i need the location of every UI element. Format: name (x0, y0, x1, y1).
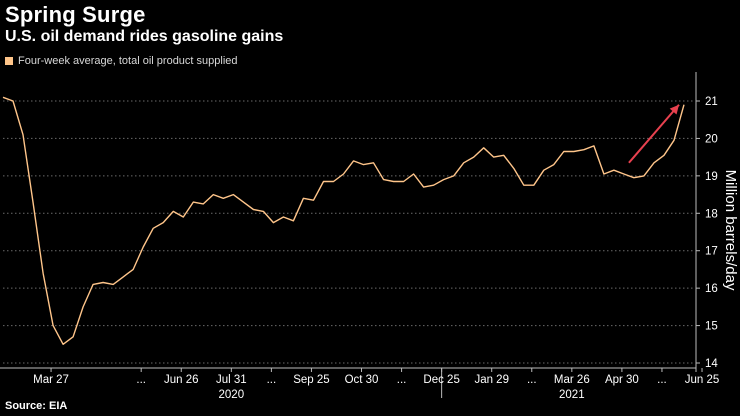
y-tick-label: 19 (705, 171, 718, 183)
x-tick-label: Jul 31 (216, 374, 247, 386)
year-label: 2020 (219, 389, 245, 401)
x-tick-label: ... (527, 374, 537, 386)
x-tick-label: ... (267, 374, 277, 386)
legend-label: Four-week average, total oil product sup… (18, 55, 238, 67)
y-tick-labels: 14 15 16 17 18 19 20 21 (705, 96, 718, 370)
x-tick-label: Jan 29 (474, 374, 509, 386)
y-axis-label: Million barrels/day (722, 170, 739, 291)
x-tick-label: Oct 30 (345, 374, 379, 386)
x-tick-label: ... (657, 374, 667, 386)
axes (0, 72, 700, 398)
x-tick-label: Sep 25 (293, 374, 329, 386)
x-tick-label: Mar 27 (33, 374, 69, 386)
x-tick-label: ... (397, 374, 407, 386)
legend: Four-week average, total oil product sup… (5, 55, 238, 67)
annotation-layer (628, 104, 680, 164)
x-tick-label: Jun 26 (164, 374, 199, 386)
y-tick-label: 21 (705, 96, 718, 108)
y-tick-label: 20 (705, 133, 718, 145)
y-tick-label: 16 (705, 283, 718, 295)
source-note: Source: EIA (5, 400, 68, 412)
y-tick-label: 18 (705, 208, 718, 220)
y-tick-label: 14 (705, 358, 718, 370)
y-tick-label: 17 (705, 246, 718, 258)
grid-lines (3, 100, 694, 364)
series-line (2, 96, 685, 345)
x-tick-label: Jun 25 (685, 374, 720, 386)
chart-title: Spring Surge (5, 2, 146, 27)
x-tick-label: Apr 30 (605, 374, 639, 386)
y-tick-label: 15 (705, 321, 718, 333)
chart-subtitle: U.S. oil demand rides gasoline gains (5, 28, 284, 45)
x-tick-label: Dec 25 (423, 374, 459, 386)
legend-swatch (5, 57, 13, 65)
series-layer (2, 96, 685, 345)
x-tick-labels: Mar 27... Jun 26 Jul 31... Sep 25 Oct 30... D… (33, 368, 719, 401)
x-tick-label: Mar 26 (554, 374, 590, 386)
x-tick-label: ... (136, 374, 146, 386)
y-axis-label-group: Million barrels/day (722, 170, 739, 291)
annotation-arrow (628, 104, 680, 164)
annotation-arrowhead (669, 104, 679, 115)
year-label: 2021 (559, 389, 585, 401)
